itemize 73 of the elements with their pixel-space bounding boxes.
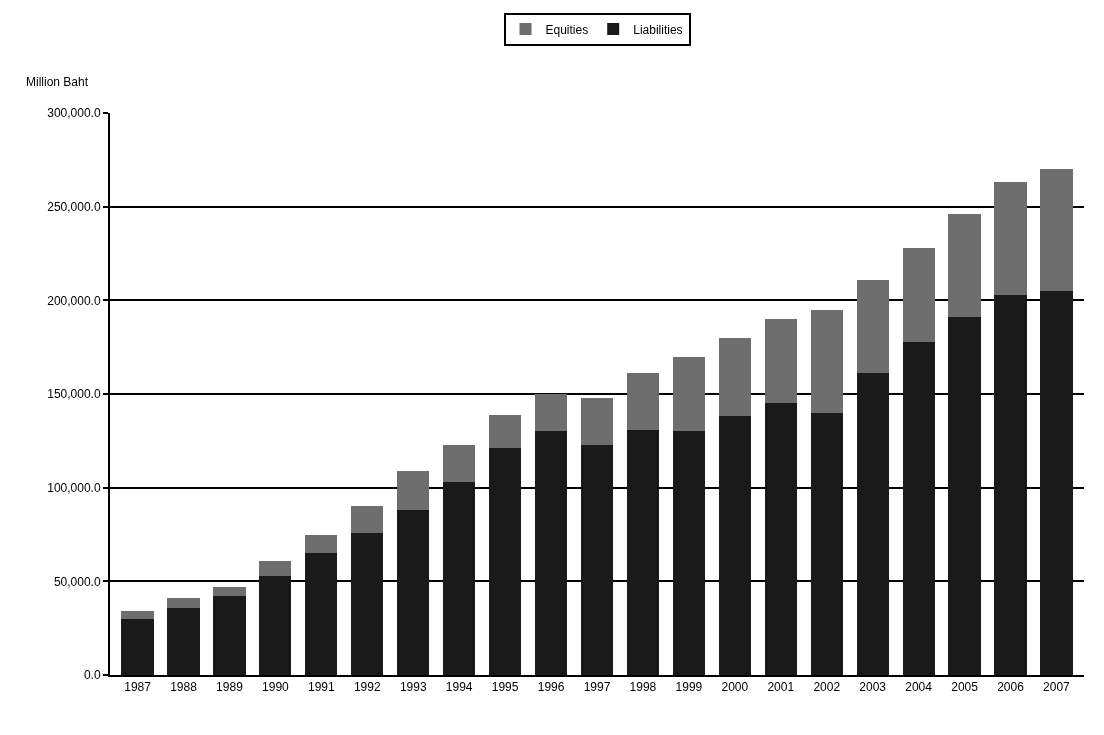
bar xyxy=(626,373,660,430)
x-tick-label: 2001 xyxy=(767,680,795,695)
bar xyxy=(718,337,751,417)
y-tick-label: 250,000.0 xyxy=(47,199,101,214)
x-tick-label: 2002 xyxy=(813,680,841,695)
x-tick-label: 1999 xyxy=(675,680,703,695)
x-tick-label: 2005 xyxy=(951,680,979,695)
bar xyxy=(764,319,797,404)
bar xyxy=(672,431,705,675)
x-tick-label: 1993 xyxy=(399,680,427,695)
y-tick-label: 50,000.0 xyxy=(53,574,101,589)
x-tick-label: 1987 xyxy=(124,680,152,695)
bar xyxy=(580,397,614,445)
x-tick-label: 1995 xyxy=(491,680,519,695)
bar xyxy=(1040,169,1073,291)
bar xyxy=(810,412,843,675)
bar xyxy=(167,607,200,675)
bar xyxy=(351,532,384,675)
bar xyxy=(948,214,981,318)
bar xyxy=(397,510,430,675)
bar xyxy=(443,482,476,675)
x-tick-label: 2004 xyxy=(905,680,933,695)
bar xyxy=(534,394,568,432)
bar xyxy=(672,356,705,432)
bar xyxy=(305,553,338,675)
y-tick-label: 0.0 xyxy=(83,668,101,683)
x-tick-label: 1991 xyxy=(307,680,336,695)
bar xyxy=(213,596,246,675)
bar xyxy=(121,611,154,619)
bar xyxy=(213,586,246,597)
x-tick-label: 1998 xyxy=(629,680,657,695)
bar xyxy=(810,309,843,413)
y-tick-label: 150,000.0 xyxy=(47,387,101,402)
bar xyxy=(994,182,1027,295)
bar xyxy=(351,506,384,533)
bar xyxy=(856,373,889,675)
x-tick-label: 1994 xyxy=(445,680,473,695)
bar xyxy=(626,429,660,675)
bar xyxy=(994,294,1027,675)
bar xyxy=(902,247,935,342)
x-tick-label: 1996 xyxy=(537,680,565,695)
x-tick-label: 2000 xyxy=(721,680,749,695)
bar xyxy=(489,448,522,675)
x-tick-label: 1997 xyxy=(583,680,611,695)
bar xyxy=(397,470,430,511)
bar xyxy=(764,403,797,675)
bar xyxy=(259,575,292,675)
x-tick-label: 1988 xyxy=(170,680,198,695)
y-tick-label: 300,000.0 xyxy=(47,106,101,121)
y-tick-label: 100,000.0 xyxy=(47,480,101,495)
x-tick-label: 1992 xyxy=(353,680,381,695)
bar xyxy=(948,317,981,675)
bar xyxy=(580,444,614,675)
bar xyxy=(305,534,338,554)
x-tick-label: 2007 xyxy=(1043,680,1071,695)
y-tick-label: 200,000.0 xyxy=(47,293,101,308)
x-tick-label: 2006 xyxy=(997,680,1025,695)
bar xyxy=(259,560,292,576)
bar xyxy=(167,598,200,608)
x-tick-label: 2003 xyxy=(859,680,887,695)
bar xyxy=(1040,290,1073,675)
bar xyxy=(489,414,522,449)
legend-label: Liabilities xyxy=(633,22,683,37)
x-tick-label: 1990 xyxy=(262,680,290,695)
x-tick-label: 1989 xyxy=(216,680,244,695)
bar xyxy=(443,444,476,483)
bar xyxy=(902,341,935,675)
legend-label: Equities xyxy=(545,22,589,37)
bar xyxy=(121,618,154,675)
bar xyxy=(718,416,751,675)
bar xyxy=(534,431,568,675)
bar xyxy=(856,279,889,374)
y-axis-title: Million Baht xyxy=(26,75,89,89)
